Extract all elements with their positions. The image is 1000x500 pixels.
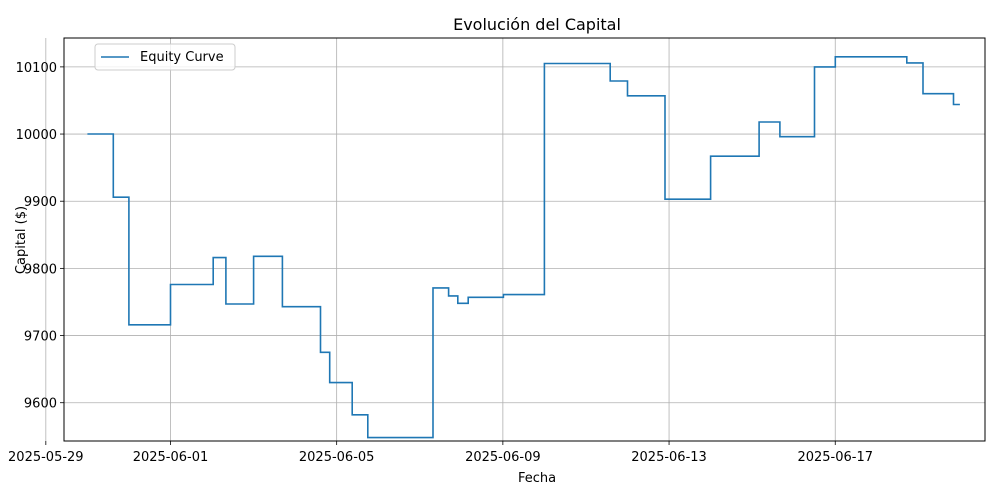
y-tick-label: 9700 [24, 330, 57, 345]
legend-box [94, 43, 236, 71]
y-tick-label: 9800 [24, 262, 57, 277]
x-tick-label: 2025-06-01 [133, 450, 209, 465]
chart-title: Evolución del Capital [453, 15, 621, 34]
y-tick-label: 9600 [24, 397, 57, 412]
y-tick-label: 10100 [16, 61, 57, 76]
x-tick-label: 2025-06-13 [631, 450, 707, 465]
y-tick-label: 9900 [24, 195, 57, 210]
series-line-equity-curve [87, 56, 960, 439]
x-tick-label: 2025-06-05 [299, 450, 375, 465]
legend-label-equity-curve: Equity Curve [140, 50, 224, 65]
axis-ticks: 2025-05-29 2025-06-01 2025-06-05 2025-06-09… [8, 61, 873, 465]
x-axis-label: Fecha [518, 471, 556, 486]
y-tick-label: 10000 [16, 128, 57, 143]
y-axis-label: Capital ($) [14, 206, 29, 274]
x-tick-label: 2025-06-09 [465, 450, 541, 465]
x-tick-label: 2025-06-17 [797, 450, 873, 465]
plot-frame [63, 37, 986, 442]
x-tick-label: 2025-05-29 [8, 450, 84, 465]
legend: Equity Curve [94, 43, 236, 71]
